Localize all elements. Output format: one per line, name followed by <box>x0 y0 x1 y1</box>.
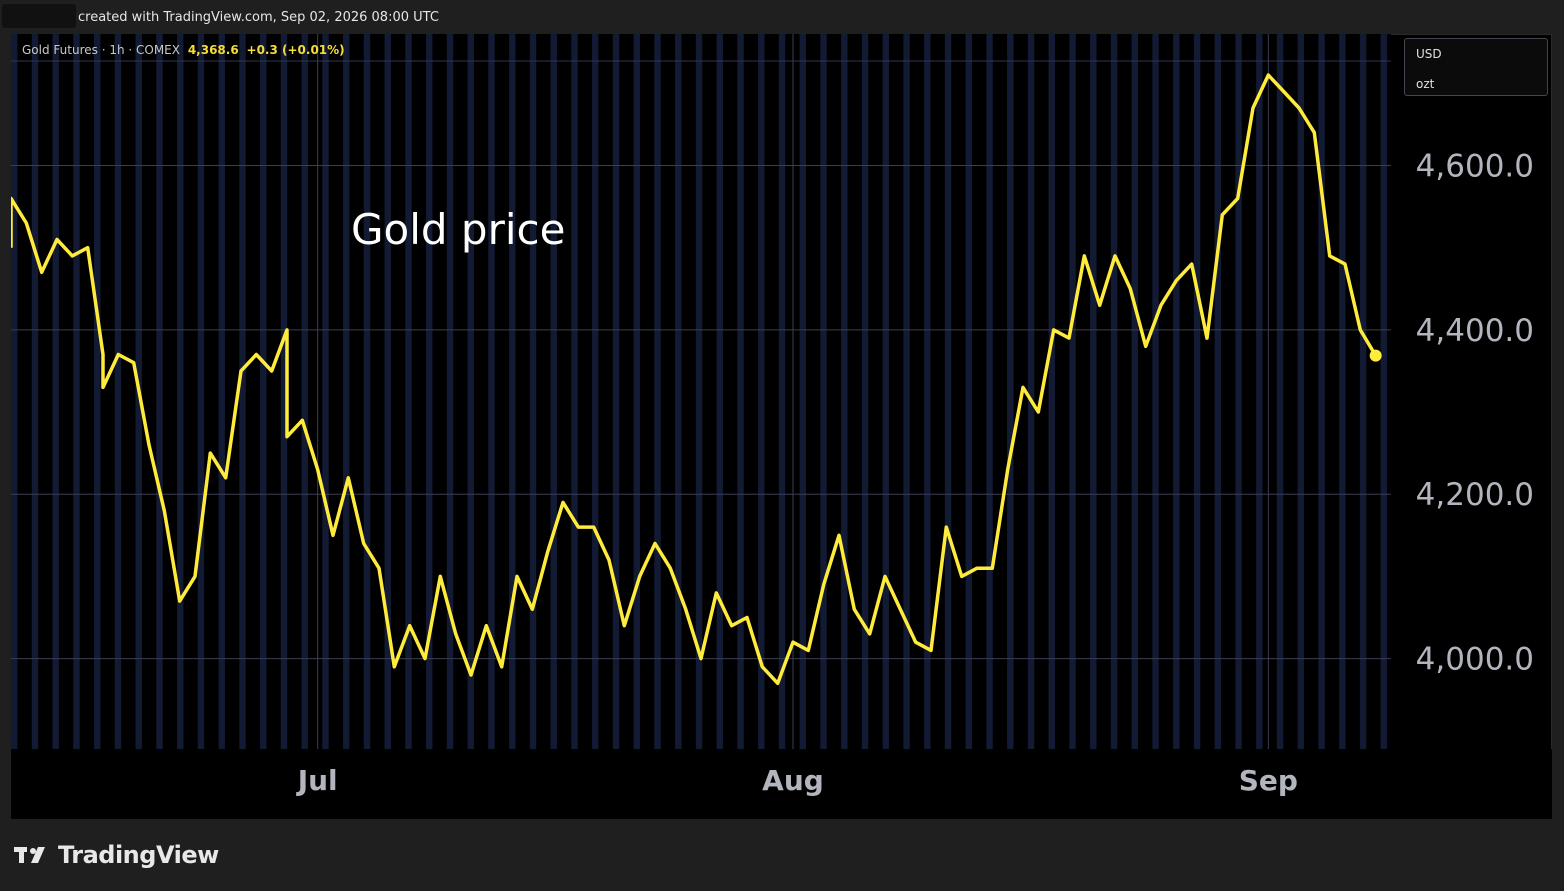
chart-annotation: Gold price <box>351 205 566 254</box>
session-stripe <box>1090 34 1097 749</box>
session-stripe <box>114 34 122 749</box>
y-tick-label: 4,200.0 <box>1416 477 1534 513</box>
last-price-marker <box>1369 349 1382 362</box>
session-stripe <box>986 34 993 749</box>
session-stripe <box>778 34 786 749</box>
session-stripe <box>1048 34 1056 749</box>
session-stripe <box>695 34 703 749</box>
session-stripe <box>1007 34 1014 749</box>
session-stripe <box>467 34 474 749</box>
y-tick-label: 4,600.0 <box>1416 148 1534 184</box>
session-stripe <box>592 34 599 749</box>
session-stripe <box>654 34 661 749</box>
session-stripe <box>799 34 807 749</box>
currency-unit-selector[interactable]: USD ozt <box>1404 38 1548 96</box>
session-stripe <box>716 34 723 749</box>
session-stripe <box>488 34 495 749</box>
session-stripe <box>1069 34 1076 749</box>
symbol-legend[interactable]: Gold Futures · 1h · COMEX 4,368.6 +0.3 (… <box>22 43 345 57</box>
session-stripe <box>156 34 163 749</box>
session-stripe <box>965 34 973 749</box>
session-stripe <box>363 34 371 749</box>
session-stripe <box>882 34 890 749</box>
session-stripe <box>509 34 516 749</box>
session-stripe <box>280 34 288 749</box>
redacted-username <box>2 4 76 28</box>
session-stripe <box>1193 34 1201 749</box>
session-stripe <box>218 34 225 749</box>
price-change: +0.3 (+0.01%) <box>246 43 345 57</box>
x-tick-label: Aug <box>762 764 824 797</box>
session-stripe <box>260 34 267 749</box>
session-stripe <box>52 34 59 749</box>
session-stripe <box>1359 34 1367 749</box>
brand-name: TradingView <box>58 841 219 869</box>
session-stripe <box>197 34 205 749</box>
symbol-info: Gold Futures · 1h · COMEX <box>22 43 180 57</box>
time-axis-area <box>11 749 1552 819</box>
session-stripe <box>737 34 744 749</box>
unit-label[interactable]: ozt <box>1416 77 1435 91</box>
session-stripe <box>1214 34 1222 749</box>
tradingview-logo[interactable]: TradingView <box>14 841 219 869</box>
session-stripe <box>633 34 640 749</box>
y-tick-label: 4,000.0 <box>1416 642 1534 678</box>
session-stripe <box>820 34 827 749</box>
currency-label[interactable]: USD <box>1416 47 1442 61</box>
session-stripe <box>529 34 537 749</box>
session-stripe <box>1131 34 1139 749</box>
session-stripe <box>861 34 869 749</box>
session-stripe <box>841 34 848 749</box>
session-stripe <box>675 34 682 749</box>
session-stripe <box>1027 34 1035 749</box>
session-stripe <box>1297 34 1305 749</box>
session-stripe <box>343 34 350 749</box>
session-stripe <box>1339 34 1346 749</box>
session-stripe <box>239 34 246 749</box>
session-stripe <box>571 34 578 749</box>
y-axis-labels: 4,000.0 4,200.0 4,400.0 4,600.0 <box>1416 148 1534 677</box>
session-stripe <box>903 34 910 749</box>
last-price: 4,368.6 <box>187 43 239 57</box>
session-stripe <box>426 34 433 749</box>
session-stripe <box>94 34 101 749</box>
session-stripe <box>1110 34 1118 749</box>
session-stripe <box>73 34 80 749</box>
session-stripe <box>1173 34 1180 749</box>
x-tick-label: Sep <box>1239 764 1298 797</box>
session-stripe <box>1256 34 1263 749</box>
session-stripe <box>322 34 329 749</box>
session-stripes <box>11 34 1552 819</box>
session-stripe <box>301 34 308 749</box>
x-axis-labels: Jul Aug Sep <box>296 764 1298 797</box>
price-line-layer <box>11 73 1382 686</box>
session-stripe <box>924 34 931 749</box>
tradingview-logo-icon <box>14 847 45 863</box>
session-stripe <box>11 34 18 749</box>
session-stripe <box>1276 34 1284 749</box>
session-stripe <box>1318 34 1325 749</box>
session-stripe <box>612 34 620 749</box>
session-stripe <box>405 34 412 749</box>
session-stripe <box>384 34 391 749</box>
session-stripe <box>550 34 557 749</box>
x-tick-label: Jul <box>296 764 338 797</box>
session-stripe <box>31 34 39 749</box>
top-bar: created with TradingView.com, Sep 02, 20… <box>0 0 1564 34</box>
session-stripe <box>1152 34 1159 749</box>
session-stripe <box>758 34 765 749</box>
y-tick-label: 4,400.0 <box>1416 313 1534 349</box>
session-stripe <box>446 34 454 749</box>
price-chart[interactable]: 4,000.0 4,200.0 4,400.0 4,600.0 Jul Aug Sep <box>11 34 1552 819</box>
session-stripe <box>1380 34 1388 749</box>
credit-text: created with TradingView.com, Sep 02, 20… <box>78 10 439 25</box>
session-stripe <box>1235 34 1242 749</box>
session-stripe <box>944 34 952 749</box>
session-stripe <box>177 34 184 749</box>
